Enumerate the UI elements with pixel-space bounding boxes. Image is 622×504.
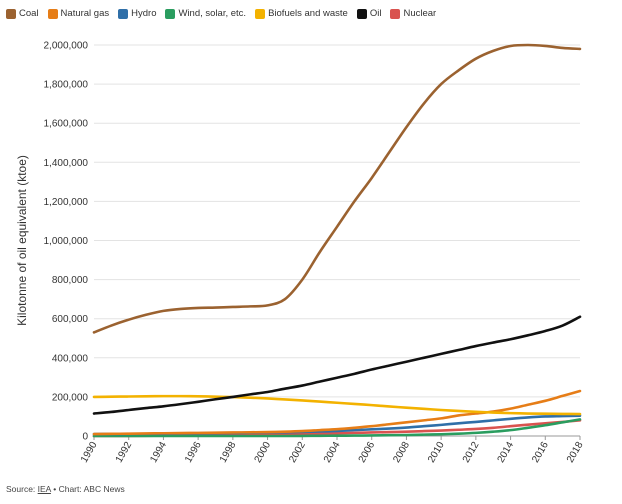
x-tick-label: 2004 <box>322 440 343 465</box>
y-tick-label: 1,000,000 <box>44 236 89 247</box>
series-line-coal <box>92 43 582 334</box>
x-tick-label: 2002 <box>287 440 308 465</box>
y-tick-label: 2,000,000 <box>44 41 89 52</box>
legend-swatch <box>255 8 266 19</box>
legend-item-biofuels[interactable]: Biofuels and waste <box>255 8 348 19</box>
series-line-oil <box>92 315 582 415</box>
x-tick-label: 2000 <box>253 440 274 465</box>
legend-item-hydro[interactable]: Hydro <box>118 8 156 19</box>
x-tick-label: 2014 <box>496 440 517 465</box>
chart-credit: • Chart: ABC News <box>50 484 125 494</box>
x-tick-label: 1990 <box>79 440 100 465</box>
legend-label: Wind, solar, etc. <box>178 8 247 19</box>
chart-footer: Source: IEA • Chart: ABC News <box>6 484 125 494</box>
y-tick-label: 600,000 <box>52 314 89 325</box>
x-tick-label: 1992 <box>114 440 135 465</box>
legend-swatch <box>47 8 58 19</box>
source-link[interactable]: IEA <box>37 484 51 494</box>
legend-label: Biofuels and waste <box>268 8 348 19</box>
series-line-wind-solar-etc <box>92 418 582 438</box>
legend-item-wind-solar[interactable]: Wind, solar, etc. <box>165 8 246 19</box>
y-axis-title: Kilotonne of oil equivalent (ktoe) <box>15 155 29 326</box>
x-tick-label: 2010 <box>426 440 447 465</box>
y-tick-label: 400,000 <box>52 353 89 364</box>
x-tick-label: 2008 <box>391 440 412 465</box>
legend: Coal Natural gas Hydro Wind, solar, etc.… <box>6 8 436 19</box>
x-tick-label: 1994 <box>148 440 169 465</box>
y-tick-label: 1,600,000 <box>44 119 89 130</box>
x-tick-label: 2018 <box>565 440 586 465</box>
series-line-natural-gas <box>92 389 582 436</box>
legend-swatch <box>165 8 176 19</box>
x-tick-label: 1996 <box>183 440 204 465</box>
y-tick-label: 800,000 <box>52 275 89 286</box>
legend-swatch <box>356 8 367 19</box>
legend-item-nuclear[interactable]: Nuclear <box>390 8 436 19</box>
legend-item-coal[interactable]: Coal <box>6 8 39 19</box>
x-tick-label: 2016 <box>530 440 551 465</box>
legend-label: Hydro <box>131 8 157 19</box>
legend-item-oil[interactable]: Oil <box>356 8 382 19</box>
y-tick-label: 0 <box>82 432 88 443</box>
legend-item-natural-gas[interactable]: Natural gas <box>47 8 110 19</box>
x-tick-label: 2012 <box>461 440 482 465</box>
source-prefix: Source: <box>6 484 38 494</box>
legend-label: Oil <box>369 8 382 19</box>
x-tick-label: 1998 <box>218 440 239 465</box>
y-tick-label: 1,400,000 <box>44 158 89 169</box>
y-tick-label: 1,800,000 <box>44 80 89 91</box>
series-line-biofuels-and-waste <box>92 394 582 416</box>
x-tick-label: 2006 <box>357 440 378 465</box>
legend-swatch <box>6 8 16 19</box>
legend-label: Coal <box>19 8 39 19</box>
y-tick-label: 1,200,000 <box>44 197 89 208</box>
legend-label: Nuclear <box>403 8 437 19</box>
legend-label: Natural gas <box>60 8 110 19</box>
legend-swatch <box>390 8 401 19</box>
y-tick-label: 200,000 <box>52 392 89 403</box>
legend-swatch <box>118 8 129 19</box>
